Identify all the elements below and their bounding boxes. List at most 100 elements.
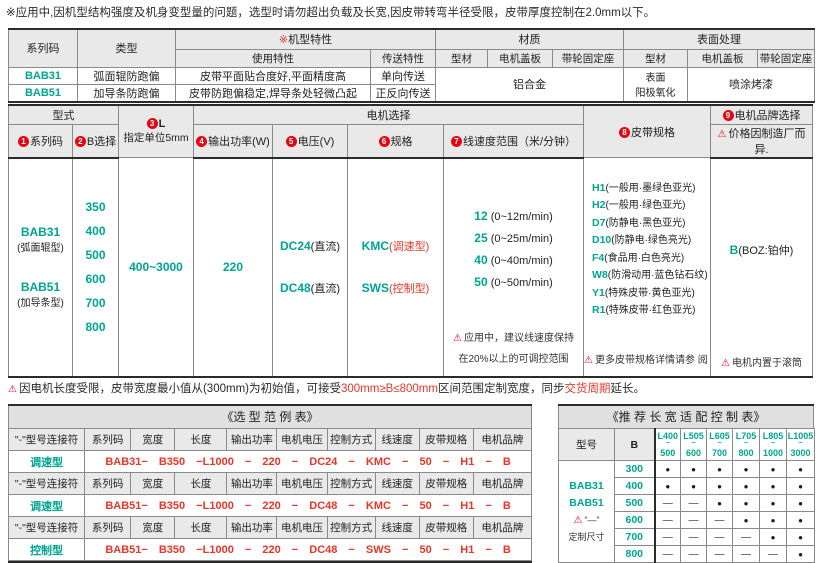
example-type-label: 控制型 (7, 538, 86, 561)
spec-option: SWS(控制型) (361, 281, 430, 295)
col-header-l-range: L400 ~500 (654, 428, 681, 461)
material-value-cell: 铝合金 (434, 66, 625, 102)
col-header-length: 长度 (174, 516, 228, 539)
availability-cell: ● (759, 460, 787, 478)
col-header-control: 控制方式 (326, 472, 376, 495)
table-row: 控制型 BAB51− B350 −L1000 − 220 − DC48 − SW… (7, 538, 532, 561)
belt-option: D10(防静电·绿色亮光) (592, 234, 692, 247)
col-header-model-form: 型式 (8, 104, 119, 125)
series-code-cell: BAB31 (8, 66, 78, 85)
use-feature-cell: 皮带平面贴合度好,平面精度高 (175, 66, 371, 85)
num-5-badge: 5 (285, 135, 297, 147)
num-1-badge: 1 (18, 135, 29, 147)
availability-cell: ● (786, 511, 815, 529)
table-row: 500 — — ● ● ● ● (559, 494, 815, 512)
brand-option: B(BOZ:铂仲) (729, 243, 794, 257)
series-option: BAB51 (加导条型) (17, 280, 64, 309)
availability-cell: — (680, 528, 707, 546)
col-header-motor-cover: 电机盖板 (687, 48, 759, 68)
col-header-speed: 线速度 (374, 428, 420, 451)
selection-example-table: "-"型号连接符 系列码 宽度 长度 输出功率 电机电压 控制方式 线速度 皮带… (7, 428, 533, 561)
control-spec-options-cell: KMC(调速型) SWS(控制型) (347, 157, 444, 377)
belt-option: H1(一般用·墨绿色亚光) (592, 181, 696, 194)
speed-option: 25 (0~25m/min) (474, 231, 553, 245)
availability-cell: ● (732, 477, 760, 495)
col-header-model: 型号 (558, 428, 615, 461)
warning-icon: ⚠ (8, 384, 17, 395)
table-row: 系列码 类型 ※机型特性 材质 表面处理 (8, 28, 816, 68)
availability-cell: ● (654, 477, 681, 495)
brand-note: ⚠ 电机内置于滚筒 (721, 357, 802, 369)
delivery-highlight: 交货周期 (564, 383, 611, 395)
col-header-belt: 皮带规格 (418, 472, 474, 495)
col-header-surface-treatment: 表面处理 (623, 28, 816, 50)
belt-option: Y1(特殊皮带·黄色亚光) (592, 286, 695, 299)
motor-brand-cell: B(BOZ:铂仲) ⚠ 电机内置于滚筒 (710, 157, 813, 377)
col-header-profile: 型材 (623, 48, 689, 68)
series-option: BAB31 (弧面辊型) (17, 225, 64, 254)
col-header-l-range: L805 ~1000 (759, 428, 787, 461)
table-row: 使用特性 传送特性 型材 电机盖板 带轮固定座 型材 电机盖板 带轮固定座 (9, 48, 816, 68)
availability-cell: — (680, 511, 707, 529)
availability-cell: — (680, 545, 707, 563)
warning-icon: ⚠ (717, 128, 727, 140)
col-header-power: 输出功率 (226, 472, 278, 495)
col-header-brand: 电机品牌 (472, 428, 533, 451)
availability-cell: — (654, 545, 681, 563)
model-names-cell: BAB31 BAB51 ⚠ “—” 定制尺寸 (558, 460, 615, 563)
col-header-series: 系列码 (84, 472, 132, 495)
col-header-brand: 电机品牌 (472, 472, 533, 495)
length-width-block: 《推 荐 长 宽 适 配 控 制 表》 型号 B L400 ~500 L505 ~6… (558, 404, 815, 563)
col-header-material: 材质 (434, 28, 625, 50)
availability-cell: ● (706, 494, 733, 512)
example-type-label: 调速型 (7, 450, 86, 473)
col-header-series-code: 系列码 (8, 28, 78, 68)
belt-note: ⚠更多皮带规格详情请参 阅《平皮带规格总表》 (584, 354, 710, 366)
type-cell: 加导条防跑偏 (77, 83, 176, 102)
col-header-voltage: 电机电压 (276, 516, 328, 539)
selection-example-block: 《选 型 范 例 表》 "-"型号连接符 系列码 宽度 长度 输出功率 电机电压… (7, 404, 533, 563)
col-header-l-range: L705 ~800 (732, 428, 760, 461)
col-header-profile: 型材 (435, 48, 488, 68)
col-header-l-range: L1005 ~3000 (786, 428, 815, 461)
col-header-power: 输出功率 (226, 516, 278, 539)
availability-cell: ● (680, 460, 707, 478)
example-model-number: BAB51− B350 −L1000 − 220 − DC48 − KMC − … (84, 494, 532, 517)
table-row: 400 ● ● ● ● ● ● (559, 477, 815, 495)
example-model-number: BAB51− B350 −L1000 − 220 − DC48 − SWS − … (84, 538, 532, 561)
surface-value-cell: 喷涂烤漆 (687, 66, 816, 102)
col-header-series: 系列码 (84, 428, 132, 451)
availability-cell: — (706, 511, 733, 529)
b-value-cell: 500 (614, 494, 656, 512)
col-header-brand: 电机品牌 (472, 516, 533, 539)
availability-cell: — (706, 528, 733, 546)
col-header-voltage: 5 电压(V) (272, 123, 348, 159)
belt-option: W8(防滑动用·蓝色钻石纹) (592, 269, 708, 282)
col-header-connector: "-"型号连接符 (7, 516, 86, 539)
warning-icon: ⚠ (453, 332, 462, 344)
col-header-pulley-mount: 带轮固定座 (757, 48, 816, 68)
num-9-badge: 9 (722, 109, 734, 121)
availability-cell: ● (759, 528, 787, 546)
table-row: BAB31 弧面辊防跑偏 皮带平面贴合度好,平面精度高 单向传送 铝合金 表面 … (8, 66, 816, 102)
b-value-cell: 700 (614, 528, 656, 546)
table-row: "-"型号连接符 系列码 宽度 长度 输出功率 电机电压 控制方式 线速度 皮带… (7, 472, 533, 495)
col-header-width: 宽度 (130, 516, 176, 539)
col-header-motor-brand: 9 电机品牌选择 (710, 104, 813, 125)
col-header-connector: "-"型号连接符 (7, 472, 86, 495)
table-row: BAB31 (弧面辊型) BAB51 (加导条型) 350 400 500 600 … (8, 157, 813, 377)
table-row: "-"型号连接符 系列码 宽度 长度 输出功率 电机电压 控制方式 线速度 皮带… (7, 428, 533, 451)
width-range-highlight: 300mm≥B≤800mm (340, 383, 438, 395)
reference-mark: ※ (278, 34, 289, 47)
voltage-options-cell: DC24(直流) DC48(直流) (272, 157, 348, 377)
num-8-badge: 8 (619, 126, 630, 138)
length-width-table: 型号 B L400 ~500 L505 ~600 L605 ~700 L705 ~800… (558, 428, 815, 563)
col-header-belt: 皮带规格 (418, 428, 474, 451)
availability-cell: ● (732, 494, 760, 512)
line-speed-options-cell: 12 (0~12m/min) 25 (0~25m/min) 40 (0~40m/… (443, 157, 584, 377)
warning-icon: ⚠ (573, 514, 583, 526)
availability-cell: ● (732, 511, 760, 529)
speed-option: 50 (0~50m/min) (474, 275, 553, 289)
